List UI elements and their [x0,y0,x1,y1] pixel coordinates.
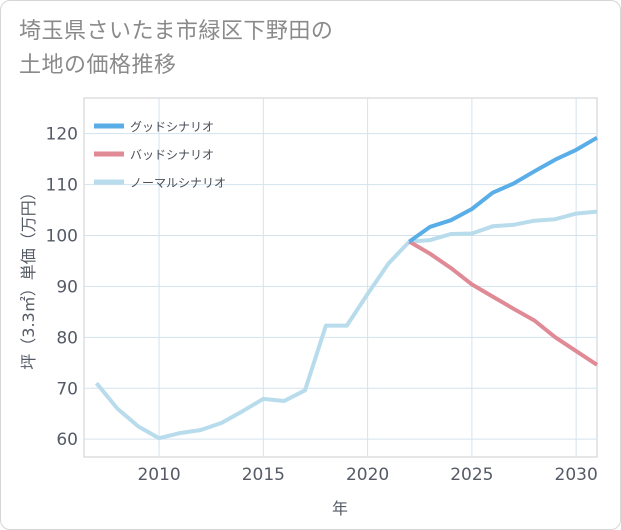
x-tick-label: 2030 [555,465,598,485]
y-tick-label: 60 [56,430,78,450]
chart-title-line-2: 土地の価格推移 [19,53,177,78]
x-tick-label: 2015 [242,465,285,485]
legend-label-1: バッドシナリオ [130,148,214,162]
y-tick-label: 90 [56,277,78,297]
y-tick-label: 70 [56,379,78,399]
x-axis-title: 年 [332,499,348,518]
plot-area [83,97,598,458]
y-tick-label: 80 [56,328,78,348]
series-line-2 [94,209,598,441]
chart-title-line-1: 埼玉県さいたま市緑区下野田の [19,19,334,44]
y-tick-label: 120 [46,125,78,145]
legend-label-2: ノーマルシナリオ [130,176,226,190]
x-tick-label: 2025 [450,465,493,485]
y-tick-label: 100 [46,226,78,246]
tick-labels: 2010 2015 2020 2025 2030 60 70 80 90 100 110 120 [46,125,598,485]
legend-label-0: グッドシナリオ [130,120,214,134]
x-tick-label: 2020 [346,465,389,485]
y-tick-label: 110 [46,176,78,196]
series-line-1 [408,239,599,367]
series-lines [94,135,599,441]
x-tick-label: 2010 [137,465,180,485]
y-axis-title: 坪（3.3㎡）単価（万円） [19,184,38,369]
series-line-0 [408,135,599,244]
chart-title: 埼玉県さいたま市緑区下野田の 土地の価格推移 [19,15,539,83]
